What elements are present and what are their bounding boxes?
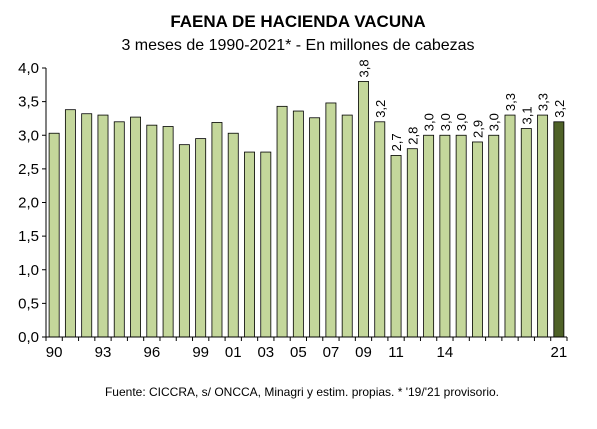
data-label-2015: 3,0	[454, 113, 469, 131]
x-tick-label: 90	[46, 344, 63, 361]
bar-2004	[276, 105, 288, 338]
bar-2018	[504, 114, 516, 338]
data-label-2010: 3,2	[373, 100, 388, 118]
x-tick-label: 03	[257, 344, 274, 361]
bar-1995	[130, 116, 141, 338]
bar-1998	[178, 144, 190, 338]
y-tick-label: 2,5	[18, 161, 39, 178]
x-tick-label: 05	[290, 344, 307, 361]
data-labels: 3,83,22,7 2,83,0 3,0 3,0 2,9 3,03,33,13,3 3,2	[356, 59, 566, 151]
data-label-2019: 3,1	[519, 106, 534, 124]
bar-2016	[472, 141, 483, 338]
chart-subtitle: 3 meses de 1990-2021* - En millones de c…	[121, 37, 474, 54]
bar-1991	[64, 109, 76, 338]
y-tick-label: 1,5	[18, 228, 39, 245]
bar-2012	[406, 148, 418, 338]
x-tick-label: 99	[192, 344, 209, 361]
bar-2020	[537, 114, 549, 338]
bar-1999	[195, 138, 207, 338]
bar-1990	[48, 132, 60, 338]
bar-2021	[553, 121, 565, 338]
bar-2002	[244, 151, 255, 338]
bar-1994	[113, 121, 125, 338]
bar-1997	[162, 126, 174, 338]
x-tick-label: 11	[388, 344, 404, 361]
y-tick-label: 2,0	[18, 195, 39, 212]
data-label-2014: 3,0	[438, 113, 453, 131]
x-tick-label: 01	[225, 344, 242, 361]
data-label-2013: 3,0	[422, 113, 437, 131]
bar-2003	[260, 151, 272, 338]
bar-2007	[325, 102, 337, 338]
y-tick-label: 0,5	[18, 295, 39, 312]
bars	[48, 81, 565, 338]
bar-2009	[358, 81, 369, 338]
bar-2015	[455, 134, 467, 338]
x-tick-label: 96	[143, 344, 160, 361]
bar-2008	[341, 114, 353, 338]
data-label-2018: 3,3	[503, 93, 518, 111]
y-tick-label: 3,5	[18, 94, 39, 111]
bar-2019	[520, 128, 532, 338]
x-tick-label: 09	[355, 344, 372, 361]
data-label-2011: 2,7	[389, 133, 404, 151]
data-label-2017: 3,0	[487, 113, 502, 131]
bar-2011	[390, 155, 402, 338]
y-tick-label: 1,0	[18, 262, 39, 279]
bar-2010	[374, 121, 386, 338]
bar-2006	[309, 117, 321, 338]
bar-2017	[488, 134, 500, 338]
bar-2013	[423, 134, 435, 338]
y-tick-label: 3,0	[18, 127, 39, 144]
data-label-2012: 2,8	[405, 127, 420, 145]
y-tick-label: 0,0	[18, 329, 39, 346]
chart-title: FAENA DE HACIENDA VACUNA	[170, 12, 425, 31]
bar-1992	[81, 113, 93, 338]
bar-2001	[227, 132, 239, 338]
x-tick-label: 21	[551, 344, 568, 361]
x-tick-label: 07	[323, 344, 340, 361]
bar-1993	[97, 114, 109, 338]
x-tick-label: 93	[95, 344, 112, 361]
data-label-2020: 3,3	[536, 93, 551, 111]
bar-2000	[211, 122, 223, 338]
x-tick-label: 14	[437, 344, 454, 361]
bar-2014	[439, 134, 451, 338]
data-label-2016: 2,9	[470, 120, 485, 138]
y-tick-label: 4,0	[18, 60, 39, 77]
x-axis: 90 93 96 99 01 03 05 07 09 11 14 21	[45, 336, 568, 361]
data-label-2021: 3,2	[552, 100, 567, 118]
y-axis: 0,0 0,5 1,0 1,5 2,0 2,5 3,0 3,5 4,0	[18, 60, 47, 346]
bar-1996	[146, 124, 158, 338]
bar-2005	[292, 110, 304, 338]
chart-source: Fuente: CICCRA, s/ ONCCA, Minagri y esti…	[105, 385, 499, 399]
data-label-2009: 3,8	[356, 59, 371, 77]
